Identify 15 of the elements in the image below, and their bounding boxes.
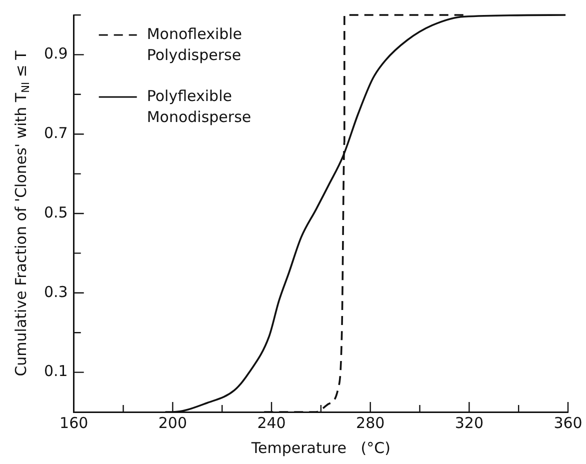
y-tick-label: 0.9 <box>44 44 68 63</box>
y-tick-label: 0.1 <box>44 362 68 380</box>
y-tick-label: 0.3 <box>44 282 68 301</box>
x-tick-label: 360 <box>554 414 582 432</box>
legend-label: Monoflexible Polydisperse <box>146 24 242 64</box>
y-tick-label: 0.7 <box>44 124 68 142</box>
y-tick-label: 0.5 <box>44 203 68 222</box>
x-axis-title: Temperature (°C) <box>250 438 390 457</box>
legend-label: Polyflexible Monodisperse <box>146 86 252 126</box>
x-tick-label: 200 <box>158 414 188 432</box>
x-tick-label: 320 <box>454 414 484 432</box>
x-tick-label: 280 <box>356 414 385 432</box>
x-tick-label: 160 <box>60 414 88 432</box>
y-axis-title: Cumulative Fraction of 'Clones' with TNI ≤ T <box>12 50 32 376</box>
x-tick-label: 240 <box>257 414 286 432</box>
